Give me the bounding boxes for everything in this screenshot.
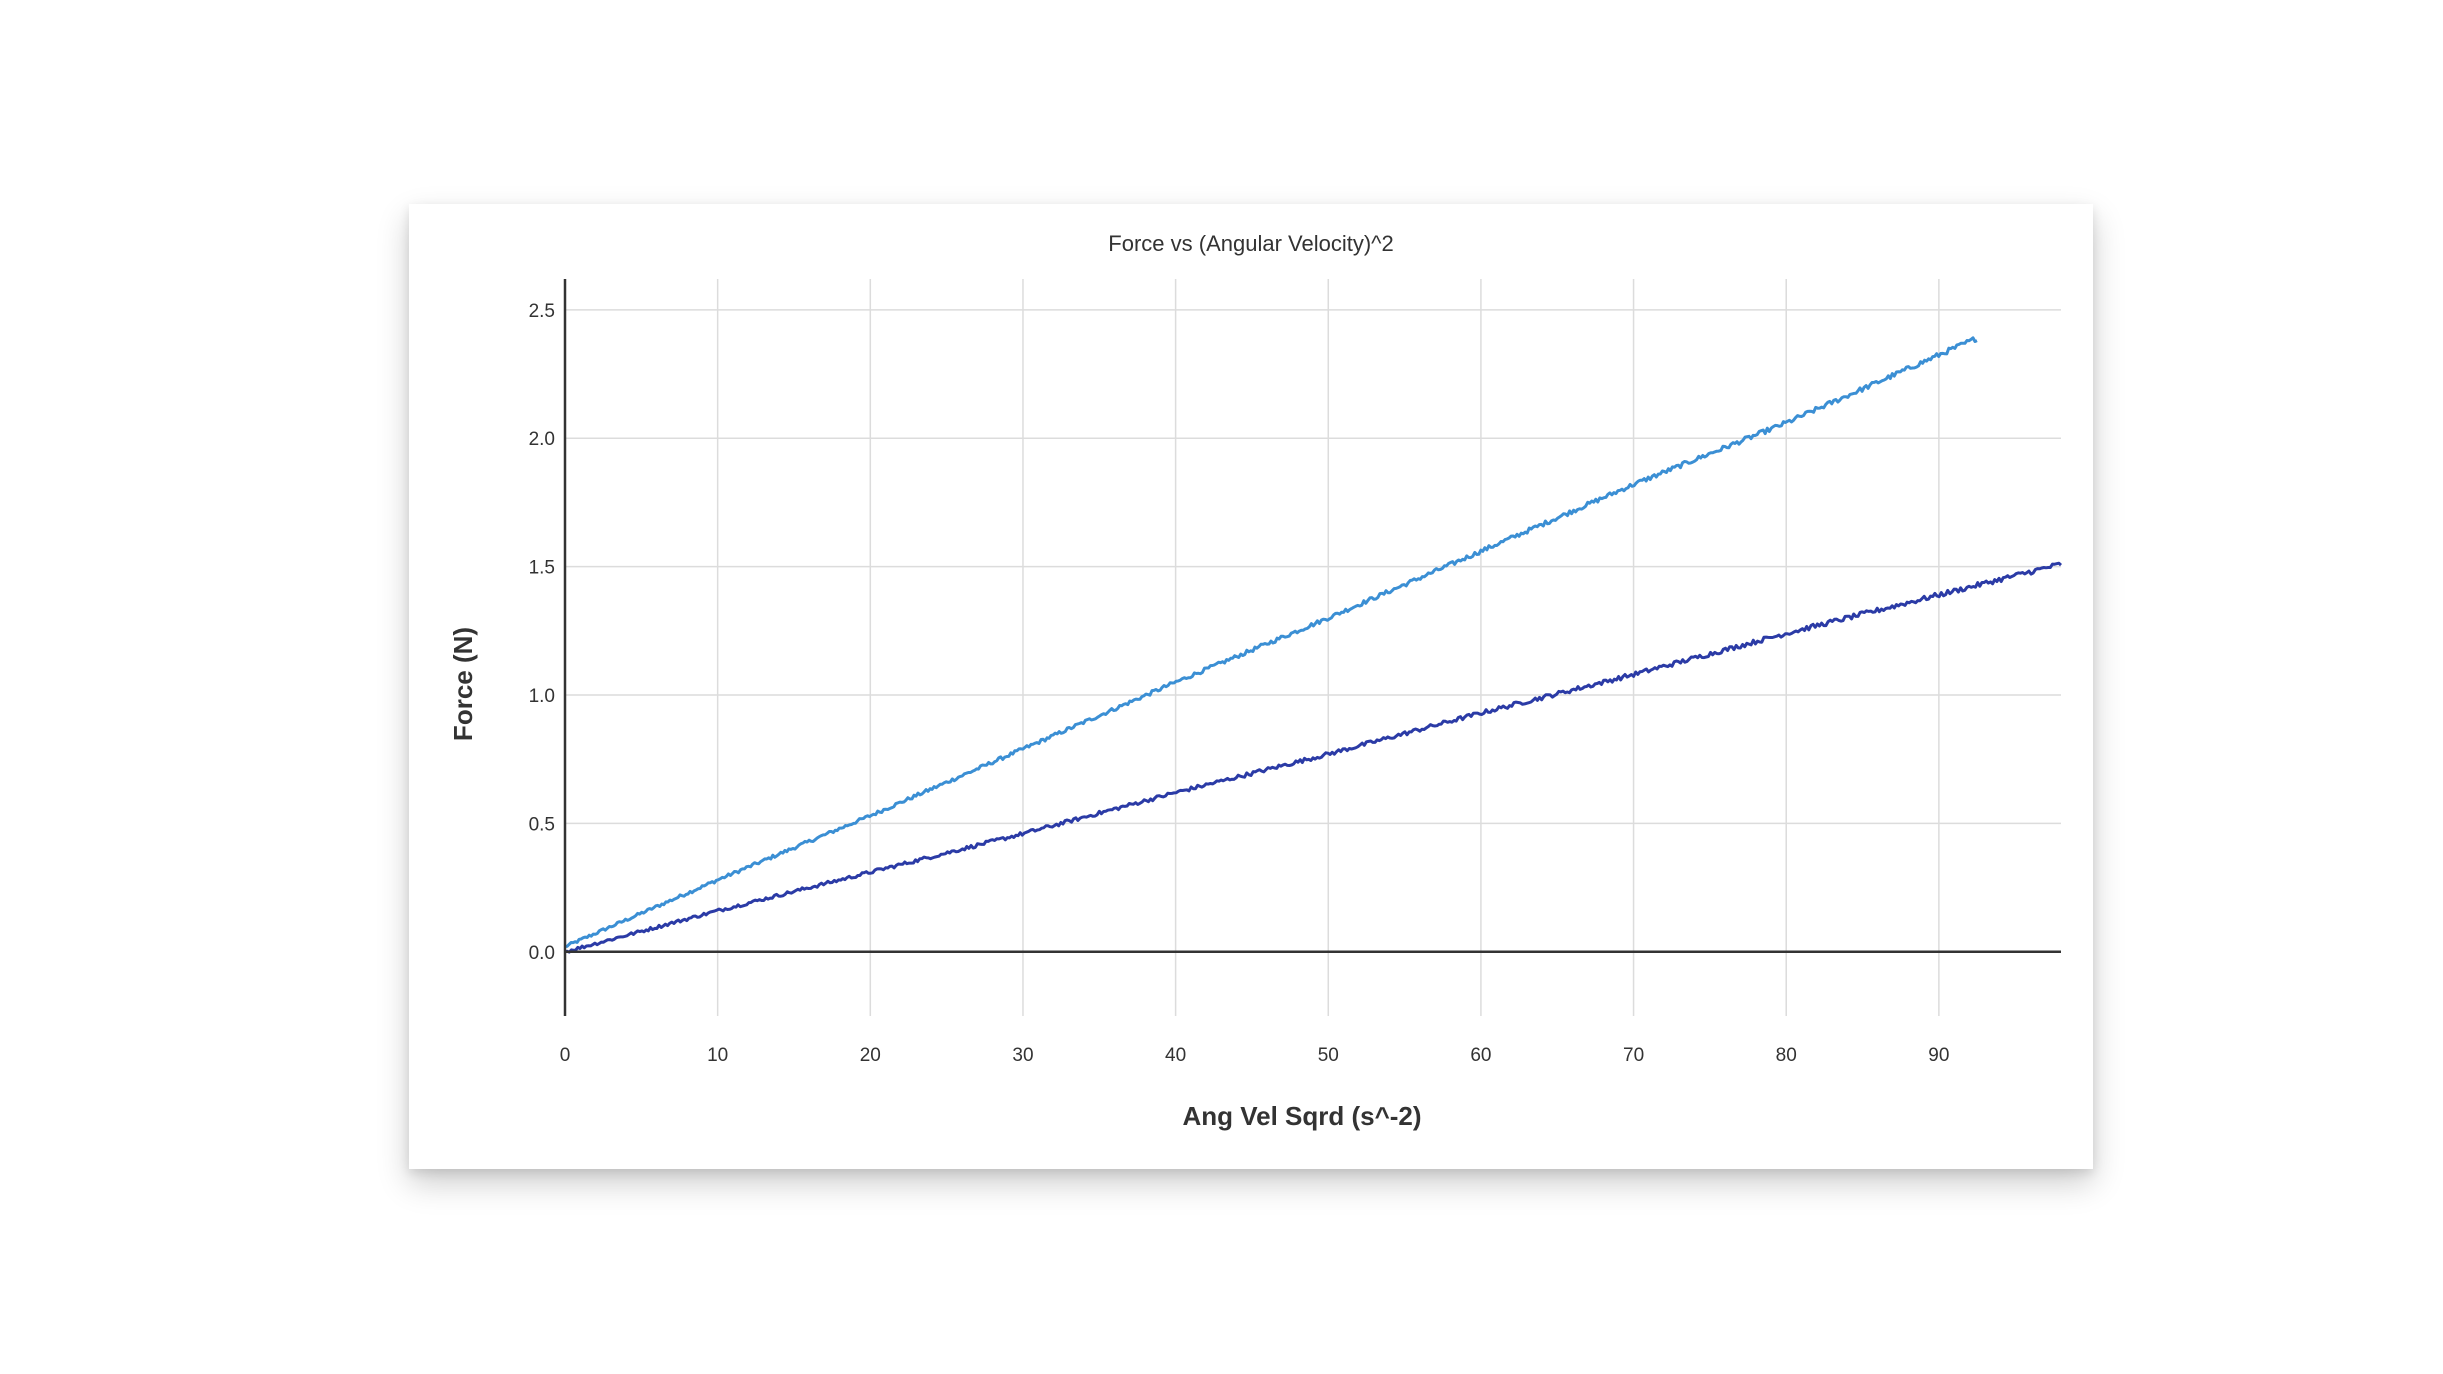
series-line-1 bbox=[564, 336, 1978, 948]
chart-card: Force vs (Angular Velocity)^2 0 10 20 30 40 5… bbox=[409, 204, 2093, 1169]
x-tick-label: 40 bbox=[1165, 1045, 1186, 1066]
x-tick-label: 20 bbox=[860, 1045, 881, 1066]
x-tick-label: 50 bbox=[1318, 1045, 1339, 1066]
y-tick-label: 0.5 bbox=[529, 814, 555, 835]
series-line-2 bbox=[564, 561, 2063, 954]
y-tick-label: 2.5 bbox=[529, 301, 555, 322]
x-axis-title: Ang Vel Sqrd (s^-2) bbox=[1182, 1101, 1421, 1131]
x-tick-label: 0 bbox=[560, 1045, 571, 1066]
axes bbox=[563, 279, 2061, 1016]
chart: Force vs (Angular Velocity)^2 0 10 20 30 40 5… bbox=[448, 231, 2063, 1131]
y-tick-label: 1.5 bbox=[529, 558, 555, 579]
y-tick-label: 0.0 bbox=[529, 943, 555, 964]
series-layer bbox=[564, 336, 2063, 954]
y-tick-labels: 0.0 0.5 1.0 1.5 2.0 2.5 bbox=[529, 301, 555, 964]
chart-title: Force vs (Angular Velocity)^2 bbox=[1108, 231, 1393, 256]
x-tick-label: 70 bbox=[1623, 1045, 1644, 1066]
y-tick-label: 2.0 bbox=[529, 429, 555, 450]
grid bbox=[565, 279, 2061, 1016]
x-tick-labels: 0 10 20 30 40 50 60 70 80 90 bbox=[560, 1045, 1950, 1066]
x-tick-label: 90 bbox=[1928, 1045, 1949, 1066]
y-axis-title: Force (N) bbox=[448, 627, 478, 741]
x-tick-label: 60 bbox=[1470, 1045, 1491, 1066]
x-tick-label: 80 bbox=[1776, 1045, 1797, 1066]
y-tick-label: 1.0 bbox=[529, 686, 555, 707]
x-tick-label: 10 bbox=[707, 1045, 728, 1066]
x-tick-label: 30 bbox=[1012, 1045, 1033, 1066]
